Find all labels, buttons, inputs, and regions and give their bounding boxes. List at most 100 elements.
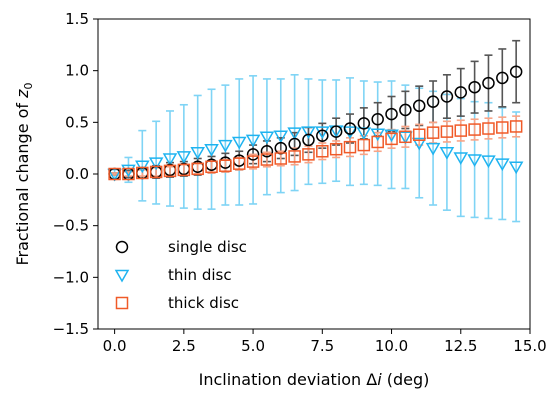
legend-label-thick-disc: thick disc <box>168 294 239 312</box>
thin-disc-point <box>287 127 302 141</box>
thin-disc-point <box>481 155 496 169</box>
single-disc-point <box>385 107 398 121</box>
x-tick-label: 7.5 <box>310 337 334 355</box>
y-tick-label: 1.0 <box>65 62 89 80</box>
thick-disc-point <box>357 138 371 152</box>
thin-disc-point <box>176 151 192 164</box>
x-axis-label: Inclination deviation Δi (deg) <box>199 370 430 389</box>
thick-disc-point <box>509 120 523 133</box>
thin-disc-point <box>273 130 289 144</box>
thick-disc-point <box>329 142 343 156</box>
x-tick-label: 5.0 <box>241 337 265 355</box>
thick-disc-point <box>246 155 260 168</box>
single-disc-point <box>496 71 509 85</box>
thick-disc-point <box>108 167 121 181</box>
single-disc-point <box>454 86 468 99</box>
x-tick-label: 15.0 <box>513 337 546 355</box>
legend-label-single-disc: single disc <box>168 238 247 256</box>
thin-disc-point <box>162 153 178 167</box>
thick-disc-point <box>496 121 509 134</box>
single-disc-point <box>371 112 384 126</box>
single-disc-point <box>440 90 454 103</box>
single-disc-point <box>316 129 329 143</box>
single-disc-point <box>260 145 274 158</box>
thin-disc-point <box>315 126 330 140</box>
thick-disc-point <box>426 126 440 139</box>
thick-disc-point <box>468 123 481 136</box>
single-disc-point <box>343 122 357 135</box>
thin-disc-point <box>453 152 469 165</box>
single-disc-point <box>426 95 440 108</box>
y-tick-label: 1.5 <box>65 10 89 28</box>
single-disc-point <box>412 99 426 113</box>
x-tick-label: 2.5 <box>172 337 196 355</box>
single-disc-point <box>468 80 481 94</box>
thin-disc-point <box>135 160 150 174</box>
y-tick-label: −1.0 <box>53 268 89 286</box>
thick-disc-point <box>440 125 454 138</box>
thin-disc-point <box>190 147 205 160</box>
thick-disc-point <box>260 153 274 166</box>
thick-disc-point <box>219 159 232 172</box>
single-disc-point <box>509 65 523 78</box>
single-disc-point <box>288 137 301 151</box>
thin-disc-point <box>398 131 413 145</box>
thick-disc-point <box>191 162 204 176</box>
thin-disc-point <box>439 147 455 160</box>
thick-disc-point <box>149 165 163 179</box>
thin-disc-point <box>259 131 275 145</box>
thin-disc-point <box>107 168 122 182</box>
thick-disc-point <box>454 124 468 137</box>
data-markers <box>107 65 524 182</box>
thin-disc-point <box>467 154 482 168</box>
thick-disc-point <box>274 152 288 165</box>
thick-disc-point <box>399 130 412 144</box>
thin-disc-point <box>508 161 524 175</box>
thin-disc-point <box>495 158 510 172</box>
thick-disc-point <box>343 140 357 154</box>
thick-disc-point <box>122 167 135 181</box>
thick-disc-point <box>371 135 384 149</box>
y-tick-label: 0.0 <box>65 165 89 183</box>
single-disc-point <box>302 133 315 147</box>
x-tick-label: 0.0 <box>103 337 127 355</box>
thin-disc-point <box>148 157 164 171</box>
legend: single disc thin disc thick disc <box>114 238 247 312</box>
thick-disc-point <box>316 145 329 158</box>
x-tick-label: 12.5 <box>444 337 477 355</box>
legend-marker-single-disc <box>115 240 129 254</box>
legend-marker-thick-disc <box>115 296 129 310</box>
thin-disc-point <box>218 139 233 153</box>
thick-disc-point <box>232 157 246 170</box>
single-disc-point <box>482 76 495 90</box>
y-tick-label: −1.5 <box>53 320 89 338</box>
single-disc-point <box>357 117 371 130</box>
single-disc-point <box>246 148 260 161</box>
y-axis-label: Fractional change of z0 <box>13 82 35 265</box>
thick-disc-point <box>177 163 191 177</box>
thick-disc-point <box>288 150 301 163</box>
single-disc-point <box>399 103 412 117</box>
thick-disc-point <box>385 132 398 146</box>
legend-label-thin-disc: thin disc <box>168 266 232 284</box>
thick-disc-point <box>482 122 495 135</box>
thick-disc-point <box>205 160 218 174</box>
thin-disc-point <box>370 128 385 142</box>
thick-disc-point <box>163 164 177 178</box>
thin-disc-point <box>231 136 247 150</box>
legend-marker-thin-disc <box>114 269 130 283</box>
y-tick-label: −0.5 <box>53 217 89 235</box>
thin-disc-point <box>384 129 399 143</box>
thin-disc-point <box>411 137 427 151</box>
thick-disc-point <box>302 148 315 161</box>
y-axis-ticks: −1.5 −1.0 −0.5 0.0 0.5 1.0 1.5 <box>53 10 98 338</box>
single-disc-point <box>329 125 343 138</box>
thin-disc-point <box>301 126 316 140</box>
thin-disc-point <box>121 164 136 178</box>
plot-frame <box>97 18 531 330</box>
thin-disc-point <box>204 143 219 157</box>
thick-disc-point <box>412 128 426 141</box>
thin-disc-point <box>245 134 261 148</box>
